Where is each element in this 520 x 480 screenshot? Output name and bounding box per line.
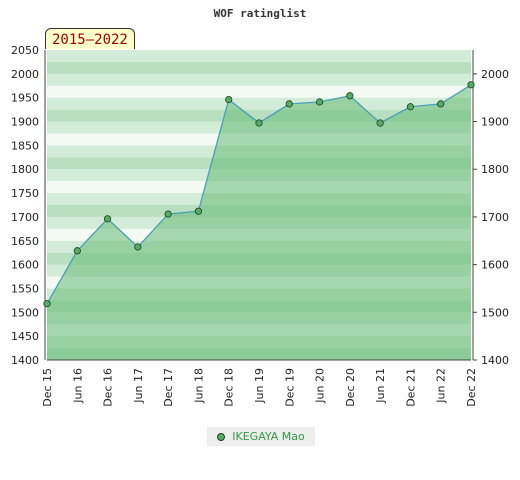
right-tick-label: 1500 [481, 306, 509, 319]
x-tick-label: Jun 16 [71, 368, 84, 404]
x-tick-label: Dec 17 [162, 368, 175, 407]
left-tick-label: 2000 [11, 68, 39, 81]
data-point [376, 119, 384, 127]
left-tick-label: 1500 [11, 306, 39, 319]
x-tick-label: Dec 18 [223, 368, 236, 407]
data-point [43, 300, 51, 308]
left-tick-label: 1750 [11, 187, 39, 200]
data-point [255, 119, 263, 127]
right-tick-label: 1700 [481, 211, 509, 224]
x-tick-label: Jun 18 [192, 368, 205, 404]
data-point [73, 247, 81, 255]
x-tick-label: Jun 21 [374, 368, 387, 404]
data-point [467, 81, 475, 89]
x-tick-label: Dec 19 [283, 368, 296, 407]
left-tick-label: 1450 [11, 330, 39, 343]
data-point [437, 100, 445, 108]
left-tick-label: 1950 [11, 92, 39, 105]
background-band [47, 97, 471, 110]
left-tick-label: 1550 [11, 282, 39, 295]
legend[interactable]: IKEGAYA Mao [207, 427, 315, 446]
right-tick-label: 2000 [481, 68, 509, 81]
data-point [285, 100, 293, 108]
data-point [103, 215, 112, 223]
x-tick-label: Dec 22 [465, 368, 478, 407]
x-tick-label: Dec 21 [404, 368, 417, 407]
legend-marker-icon [217, 432, 226, 441]
background-band [47, 109, 471, 122]
axes [44, 50, 474, 361]
x-tick-label: Jun 19 [253, 368, 266, 404]
left-tick-label: 1600 [11, 259, 39, 272]
right-tick-label: 1900 [481, 116, 509, 129]
x-tick-label: Jun 22 [435, 368, 448, 404]
left-axis-ticks: 1400 1450 1500 1550 1600 1650 1700 1750 1800 1850… [11, 44, 39, 367]
data-point [315, 98, 324, 106]
x-tick-label: Jun 20 [314, 368, 327, 404]
period-badge: 2015–2022 [45, 28, 135, 49]
series-area [47, 84, 471, 361]
data-point [194, 207, 203, 215]
background-band [47, 85, 471, 98]
data-point [406, 103, 415, 111]
legend-label: IKEGAYA Mao [232, 430, 305, 443]
left-tick-label: 2050 [11, 44, 39, 57]
background-band [47, 73, 471, 86]
left-tick-label: 1650 [11, 235, 39, 248]
right-tick-label: 1400 [481, 354, 509, 367]
data-point [164, 210, 172, 218]
x-tick-label: Dec 15 [41, 368, 54, 407]
x-tick-label: Dec 20 [344, 368, 357, 407]
right-axis-ticks: 1400 1500 1600 1700 1800 1900 2000 [473, 68, 509, 367]
left-tick-label: 1700 [11, 211, 39, 224]
left-tick-label: 1800 [11, 163, 39, 176]
x-tick-label: Dec 16 [102, 368, 115, 407]
left-tick-label: 1900 [11, 116, 39, 129]
data-point [134, 243, 142, 251]
x-axis-ticks: Dec 15 Jun 16 Dec 16 Jun 17 Dec 17 Jun 18 Dec … [41, 368, 478, 407]
data-point [225, 96, 233, 104]
data-point [346, 92, 354, 100]
left-tick-label: 1400 [11, 354, 39, 367]
right-tick-label: 1600 [481, 259, 509, 272]
background-band [47, 61, 471, 74]
data-points [43, 81, 475, 308]
background-band [47, 50, 471, 62]
left-tick-label: 1850 [11, 139, 39, 152]
right-tick-label: 1800 [481, 163, 509, 176]
chart-title: WOF ratinglist [214, 7, 307, 20]
x-tick-label: Jun 17 [132, 368, 145, 404]
